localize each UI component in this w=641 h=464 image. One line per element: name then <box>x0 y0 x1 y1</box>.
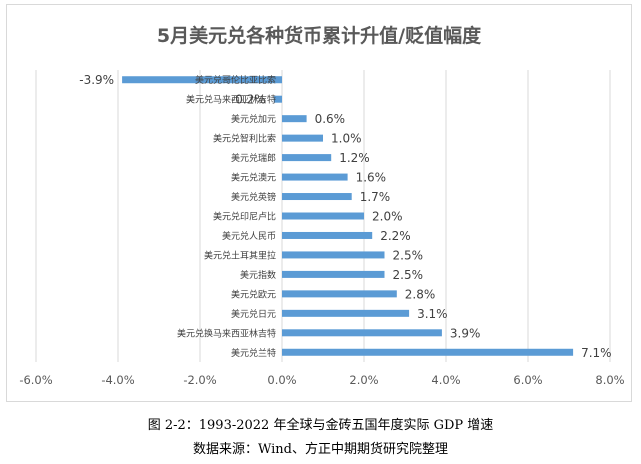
bar <box>282 290 397 298</box>
bar <box>282 329 442 337</box>
category-label: 美元兑印尼卢比 <box>213 211 276 223</box>
x-tick-label: -2.0% <box>183 373 216 387</box>
bar <box>282 270 385 278</box>
x-tick-label: -4.0% <box>101 373 134 387</box>
bars <box>122 76 574 356</box>
x-tick-label: 0.0% <box>267 373 296 387</box>
category-label: 美元兑欧元 <box>231 288 276 300</box>
bar-chart: 5月美元兑各种货币累计升值/贬值幅度 美元兑哥伦比亚比索美元兑马来西亚林吉特美元… <box>19 24 624 387</box>
x-tick-label: -6.0% <box>19 373 52 387</box>
category-label: 美元兑哥伦比亚比索 <box>195 74 276 86</box>
source-caption: 数据来源：Wind、方正中期期货研究院整理 <box>193 442 448 457</box>
x-tick-label: 8.0% <box>595 373 624 387</box>
bar <box>282 348 574 356</box>
data-label: 2.8% <box>405 287 436 301</box>
x-tick-label: 4.0% <box>431 373 460 387</box>
category-label: 美元兑马来西亚林吉特 <box>186 94 276 106</box>
x-axis-tick-labels: -6.0% -4.0% -2.0% 0.0% 2.0% 4.0% 6.0% 8.0% <box>19 373 624 387</box>
category-labels: 美元兑哥伦比亚比索美元兑马来西亚林吉特美元兑加元美元兑智利比索美元兑瑞郎美元兑澳… <box>177 74 276 359</box>
data-label: 3.9% <box>450 326 481 340</box>
data-label: 1.2% <box>339 151 370 165</box>
category-label: 美元兑换马来西亚林吉特 <box>177 327 276 339</box>
bar <box>122 76 282 84</box>
data-label: 2.5% <box>393 268 424 282</box>
chart-title: 5月美元兑各种货币累计升值/贬值幅度 <box>157 24 482 47</box>
data-label: 3.1% <box>417 307 448 321</box>
data-label: 7.1% <box>581 346 612 360</box>
category-label: 美元兑土耳其里拉 <box>204 249 276 261</box>
category-label: 美元兑兰特 <box>231 347 276 359</box>
value-labels: -3.9% -0.2% 0.6% 1.0% 1.2% 1.6% 1.7% 2.0% 2.2% 2.… <box>79 73 611 360</box>
data-label: 2.5% <box>393 248 424 262</box>
bar <box>282 173 348 181</box>
category-label: 美元兑加元 <box>231 113 276 125</box>
data-label: 1.6% <box>356 171 387 185</box>
bar <box>282 134 323 142</box>
bar <box>282 154 332 162</box>
bar <box>273 95 282 103</box>
category-label: 美元兑英镑 <box>231 191 276 203</box>
bar <box>282 115 307 123</box>
category-label: 美元指数 <box>240 269 276 281</box>
bar <box>282 309 410 317</box>
category-label: 美元兑智利比索 <box>213 133 276 145</box>
category-label: 美元兑人民币 <box>222 230 276 242</box>
data-label: -0.2% <box>231 93 266 107</box>
category-label: 美元兑日元 <box>231 308 276 320</box>
data-label: 2.0% <box>372 210 403 224</box>
x-tick-label: 2.0% <box>349 373 378 387</box>
data-label: 2.2% <box>380 229 411 243</box>
data-label: -3.9% <box>79 73 114 87</box>
bar <box>282 193 352 201</box>
category-label: 美元兑瑞郎 <box>231 152 276 164</box>
bar <box>282 212 364 220</box>
bar <box>282 231 373 239</box>
data-label: 1.0% <box>331 132 362 146</box>
bar <box>282 251 385 259</box>
data-label: 1.7% <box>360 190 391 204</box>
data-label: 0.6% <box>315 112 346 126</box>
figure-caption: 图 2-2：1993-2022 年全球与金砖五国年度实际 GDP 增速 <box>147 418 494 433</box>
x-tick-label: 6.0% <box>513 373 542 387</box>
category-label: 美元兑澳元 <box>231 172 276 184</box>
